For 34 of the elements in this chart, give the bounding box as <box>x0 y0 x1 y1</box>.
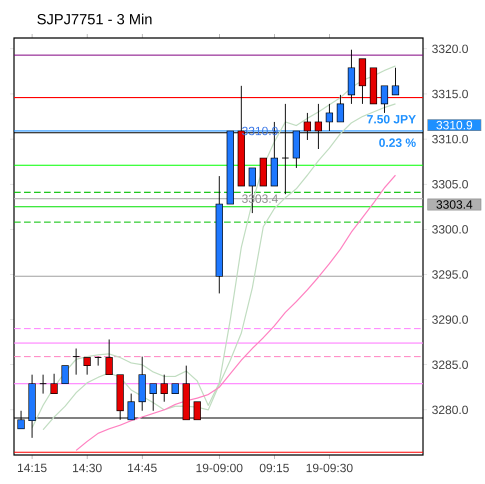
y-tick-label: 3315.0 <box>432 90 468 98</box>
candlestick <box>380 85 388 114</box>
y-tick-label: 3305.0 <box>432 180 468 188</box>
chart-title: SJPJ7751 - 3 Min <box>37 14 152 24</box>
y-tick-label: 3310.0 <box>432 134 468 144</box>
candlestick <box>106 338 113 376</box>
candlestick <box>150 383 157 412</box>
y-tick-label: 3285.0 <box>432 360 468 369</box>
candlestick <box>392 67 400 96</box>
y-tick-label: 3280.0 <box>432 406 468 414</box>
x-tick-label: 14:15 <box>18 464 47 472</box>
candlestick <box>50 373 58 394</box>
candlestick <box>172 383 179 394</box>
x-tick-label: 19-09:00 <box>196 464 242 472</box>
candlestick <box>94 356 102 366</box>
x-tick-label: 09:15 <box>260 464 289 472</box>
candlestick <box>336 94 344 122</box>
ref-line-label: 3310.9 <box>436 120 472 130</box>
candlestick <box>39 374 47 394</box>
x-tick-label: 14:30 <box>73 464 102 472</box>
y-tick-label: 3290.0 <box>432 315 468 324</box>
annotation: 0.23 % <box>379 138 416 147</box>
candlestick <box>61 365 69 384</box>
y-tick-label: 3300.0 <box>432 225 468 234</box>
annotation: 7.50 JPY <box>367 114 416 124</box>
x-tick-label: 14:45 <box>128 464 157 472</box>
annotation: 3310.9 <box>242 126 278 136</box>
candlestick <box>72 348 80 376</box>
candlestick <box>83 357 91 376</box>
candlestick <box>160 374 168 402</box>
ref-line-label: 3303.4 <box>436 200 472 209</box>
y-tick-label: 3295.0 <box>432 270 468 279</box>
y-tick-label: 3320.0 <box>432 44 468 54</box>
x-tick-label: 19-09:30 <box>306 464 353 472</box>
